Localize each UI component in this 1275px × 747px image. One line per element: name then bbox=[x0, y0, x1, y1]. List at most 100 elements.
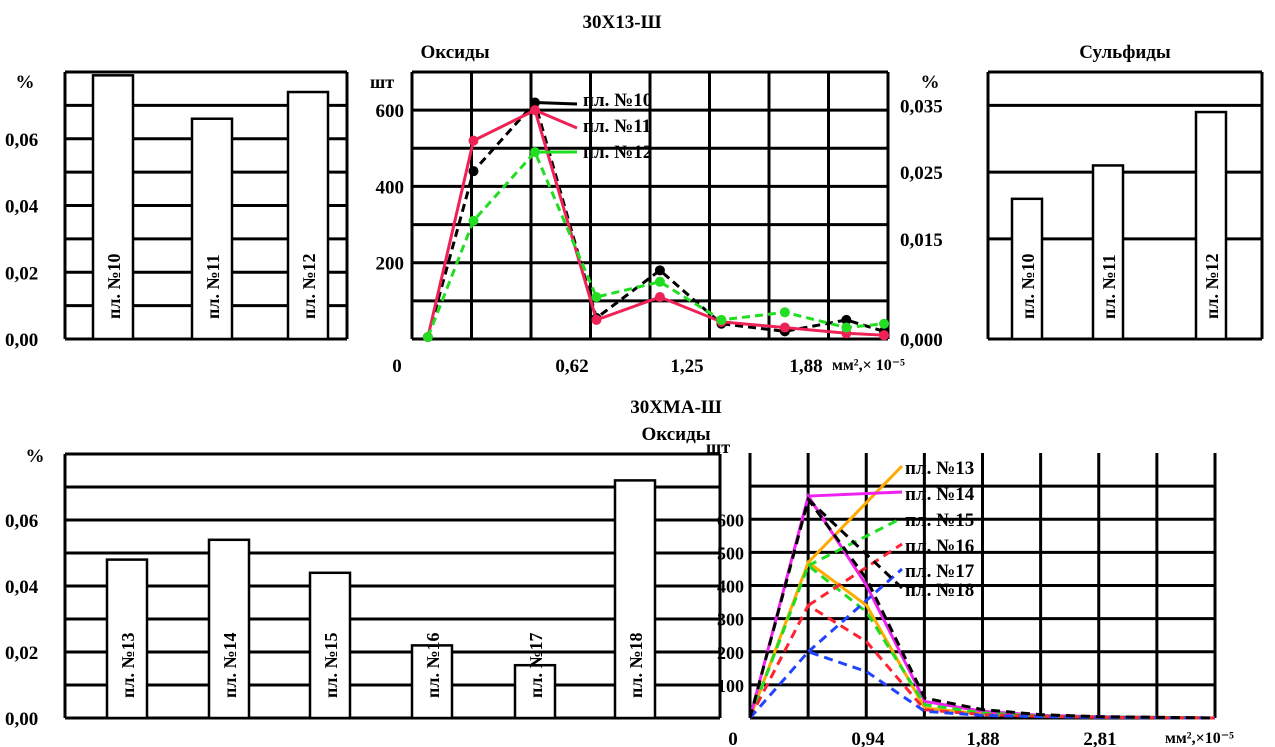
data-point bbox=[841, 322, 852, 333]
y-tick-label: 0,04 bbox=[5, 577, 39, 598]
legend-leader bbox=[534, 101, 578, 106]
y-tick-label: 400 bbox=[717, 577, 744, 597]
y-tick-label: 0,06 bbox=[5, 511, 38, 532]
y-tick-label: 0,025 bbox=[900, 163, 943, 184]
legend-leader bbox=[807, 498, 904, 590]
top-right-bar: % 0,000 0,015 0,025 0,035 Сульфиды пл. №10 пл. … bbox=[900, 42, 1264, 351]
bar-label: пл. №17 bbox=[526, 632, 546, 698]
x-tick-label: 0 bbox=[392, 356, 402, 377]
bar-label: пл. №11 bbox=[1099, 254, 1119, 319]
y-tick-label: 0,000 bbox=[900, 330, 943, 351]
y-tick-label: 0,035 bbox=[900, 96, 943, 117]
bar bbox=[1091, 164, 1125, 341]
y-tick-label: 0,015 bbox=[900, 230, 943, 251]
x-axis-label: мм²,× 10⁻⁵ bbox=[832, 357, 905, 374]
bar-label: пл. №15 bbox=[321, 632, 341, 698]
y-tick-label: 100 bbox=[717, 676, 744, 696]
data-point bbox=[716, 314, 727, 325]
legend-label: пл. №12 bbox=[583, 142, 652, 163]
bar-label: пл. №13 bbox=[118, 632, 138, 698]
x-tick-label: 1,88 bbox=[966, 729, 999, 747]
data-point bbox=[654, 276, 665, 287]
y-tick-label: 0,02 bbox=[5, 263, 38, 284]
data-point bbox=[468, 166, 479, 177]
bar bbox=[308, 571, 352, 720]
legend-label: пл. №15 bbox=[905, 510, 974, 531]
data-point bbox=[879, 318, 890, 329]
y-axis-label: шт bbox=[706, 437, 730, 457]
bar-label: пл. №16 bbox=[423, 632, 443, 698]
series-line bbox=[748, 603, 1216, 720]
bar bbox=[105, 558, 149, 720]
y-tick-label: 600 bbox=[717, 510, 744, 530]
y-tick-label: 200 bbox=[376, 254, 405, 275]
legend-leader bbox=[807, 464, 904, 564]
y-axis-label: % bbox=[16, 72, 35, 93]
y-tick-label: 200 bbox=[717, 643, 744, 663]
data-point bbox=[654, 265, 665, 276]
legend-label: пл. №13 bbox=[905, 458, 974, 479]
legend-leader bbox=[808, 490, 903, 498]
legend-label: пл. №14 bbox=[905, 484, 975, 505]
bar bbox=[286, 90, 330, 341]
y-tick-label: 0,00 bbox=[5, 330, 38, 351]
bar bbox=[613, 479, 657, 720]
y-axis-label: шт bbox=[370, 72, 394, 92]
data-point bbox=[591, 292, 602, 303]
data-point bbox=[591, 314, 602, 325]
series-line bbox=[748, 650, 1216, 720]
x-axis-label: мм²,×10⁻⁵ bbox=[1165, 730, 1234, 747]
y-tick-label: 300 bbox=[717, 610, 744, 630]
y-tick-label: 400 bbox=[376, 177, 405, 198]
bar-label: пл. №10 bbox=[104, 253, 124, 319]
series-line bbox=[426, 149, 885, 338]
bottom-section-title: 30ХМА-Ш bbox=[630, 397, 722, 418]
top-middle-line: Оксиды шт 200 400 600 0 0,62 1,25 1,88 мм²,× 10⁻⁵… bbox=[370, 42, 905, 377]
bar-label: пл. №12 bbox=[1202, 253, 1222, 319]
y-tick-label: 0,06 bbox=[5, 130, 38, 151]
x-tick-label: 1,88 bbox=[789, 356, 822, 377]
y-axis-label: % bbox=[26, 446, 45, 467]
bar-label: пл. №18 bbox=[626, 632, 646, 698]
y-tick-label: 0,04 bbox=[5, 197, 39, 218]
legend-leader bbox=[534, 108, 578, 130]
legend-label: пл. №10 bbox=[583, 90, 652, 111]
data-point bbox=[779, 322, 790, 333]
bar bbox=[1194, 110, 1228, 341]
bar bbox=[410, 644, 454, 720]
data-point bbox=[779, 307, 790, 318]
legend-leader bbox=[807, 567, 903, 653]
bar bbox=[513, 663, 557, 720]
bar-label: пл. №10 bbox=[1018, 253, 1038, 319]
legend-label: пл. №16 bbox=[905, 536, 974, 557]
x-tick-label: 0 bbox=[728, 729, 738, 747]
bottom-right-line: шт 100 200 300 400 500 600 0 0,94 1,88 2,81 мм²,×10… bbox=[706, 437, 1234, 747]
data-point bbox=[654, 292, 665, 303]
bar bbox=[91, 74, 135, 341]
data-point bbox=[468, 135, 479, 146]
y-tick-label: 500 bbox=[717, 543, 744, 563]
y-tick-label: 0,00 bbox=[5, 709, 38, 730]
chart-title: Сульфиды bbox=[1079, 42, 1171, 63]
legend-label: пл. №17 bbox=[905, 561, 975, 582]
chart-title: Оксиды bbox=[420, 42, 489, 63]
bar-label: пл. №12 bbox=[299, 253, 319, 319]
bottom-section-subtitle: Оксиды bbox=[641, 424, 710, 445]
data-point bbox=[422, 332, 433, 343]
y-tick-label: 0,02 bbox=[5, 643, 38, 664]
x-tick-label: 0,62 bbox=[555, 356, 588, 377]
data-point bbox=[841, 314, 852, 325]
legend-leader bbox=[807, 542, 903, 607]
data-point bbox=[879, 330, 890, 341]
bottom-left-bar: % 0,00 0,02 0,04 0,06 пл. №13 пл. №14 пл. №15 пл… bbox=[5, 446, 722, 730]
bar-label: пл. №14 bbox=[220, 632, 240, 698]
bar-label: пл. №11 bbox=[203, 254, 223, 319]
y-tick-label: 600 bbox=[376, 101, 405, 122]
top-section-title: 30Х13-Ш bbox=[583, 12, 662, 33]
top-left-bar: % 0,00 0,02 0,04 0,06 пл. №10 пл. №11 пл. №12 bbox=[5, 70, 349, 351]
legend-label: пл. №11 bbox=[583, 116, 651, 137]
x-tick-label: 0,94 bbox=[851, 729, 885, 747]
series-line bbox=[748, 495, 1216, 720]
bar bbox=[190, 117, 234, 341]
